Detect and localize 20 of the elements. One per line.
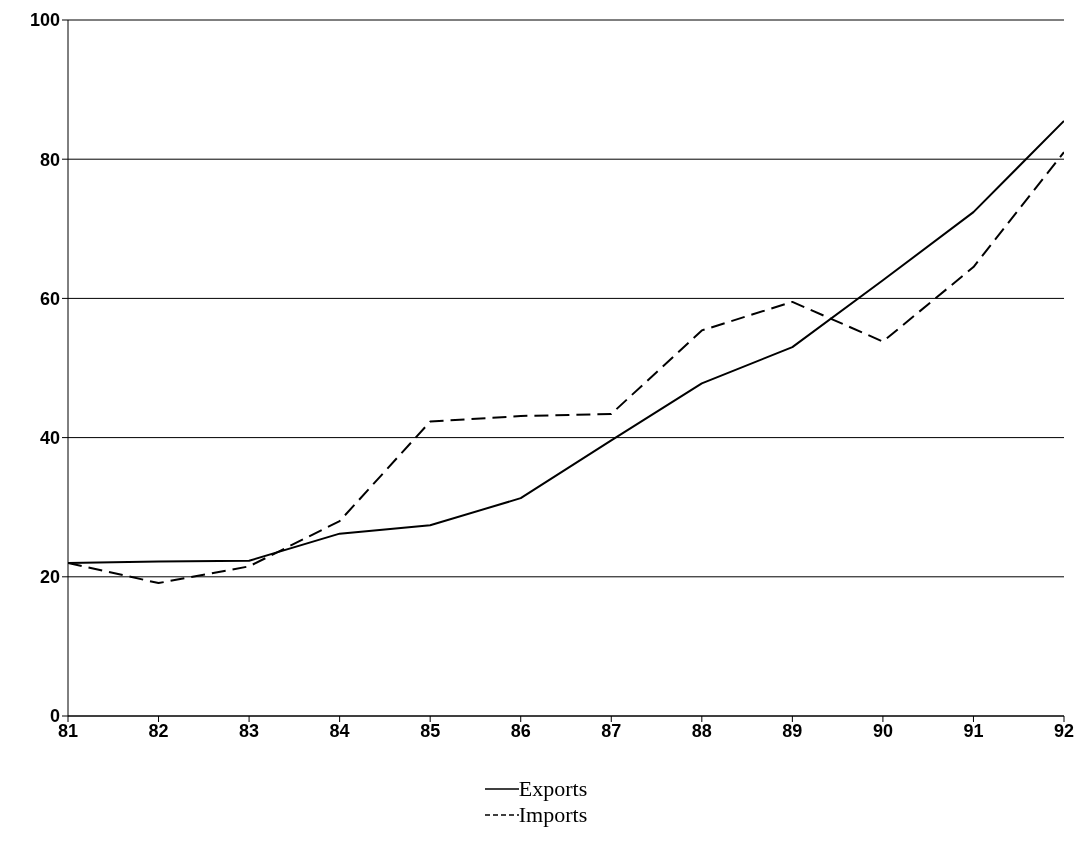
- x-tick-label: 82: [148, 720, 169, 741]
- y-tick-label: 100: [29, 10, 60, 31]
- x-tick-label: 90: [872, 720, 893, 741]
- x-tick-label: 84: [329, 720, 350, 741]
- x-tick-label: 81: [57, 720, 79, 741]
- x-tick-label: 92: [1053, 720, 1075, 741]
- y-tick-label: 0: [49, 706, 60, 727]
- x-tick-label: 85: [420, 720, 441, 741]
- legend-label: Exports: [518, 776, 588, 802]
- y-tick-label: 60: [39, 288, 60, 309]
- x-tick-label: 89: [782, 720, 803, 741]
- x-tick-label: 91: [963, 720, 984, 741]
- x-tick-label: 88: [691, 720, 712, 741]
- x-tick-label: 83: [239, 720, 260, 741]
- legend-label: Imports: [518, 802, 588, 828]
- x-tick-label: 87: [601, 720, 622, 741]
- x-tick-label: 86: [510, 720, 531, 741]
- y-tick-label: 80: [39, 149, 60, 170]
- y-tick-label: 40: [39, 427, 60, 448]
- y-tick-label: 20: [39, 567, 60, 588]
